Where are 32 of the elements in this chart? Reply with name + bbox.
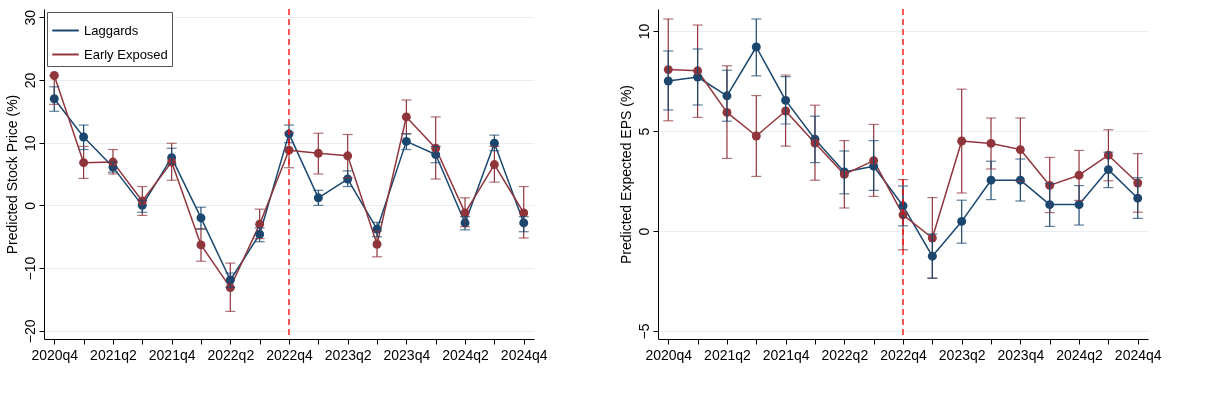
x-tick-label: 2021q2 bbox=[90, 346, 138, 363]
x-tick-label: 2022q2 bbox=[821, 346, 869, 363]
x-tick-label: 2023q2 bbox=[324, 346, 372, 363]
y-tick-label: −10 bbox=[21, 256, 38, 281]
x-tick-label: 2022q4 bbox=[266, 346, 314, 363]
x-tick-label: 2020q4 bbox=[645, 346, 693, 363]
x-tick-label: 2024q4 bbox=[500, 346, 548, 363]
y-tick-label: −5 bbox=[635, 323, 652, 340]
y-tick-label: 10 bbox=[635, 23, 652, 40]
y-tick-label: 20 bbox=[21, 72, 38, 89]
y-tick-label: 10 bbox=[21, 135, 38, 151]
y-tick-label: 5 bbox=[635, 127, 652, 136]
y-tick-label: 0 bbox=[21, 201, 38, 210]
x-tick-label: 2022q4 bbox=[880, 346, 928, 363]
legend-label: Early Exposed bbox=[84, 46, 168, 62]
x-tick-label: 2021q4 bbox=[762, 346, 810, 363]
x-tick-label: 2024q4 bbox=[1114, 346, 1162, 363]
x-tick-label: 2021q4 bbox=[148, 346, 196, 363]
x-tick-label: 2023q4 bbox=[383, 346, 431, 363]
y-axis-title: Predicted Expected EPS (%) bbox=[617, 85, 634, 264]
y-tick-label: 30 bbox=[21, 9, 38, 26]
x-tick-label: 2024q2 bbox=[1056, 346, 1104, 363]
y-tick-label: −20 bbox=[21, 319, 38, 344]
x-tick-label: 2022q2 bbox=[207, 346, 255, 363]
x-tick-label: 2021q2 bbox=[704, 346, 752, 363]
y-axis-title: Predicted Stock Price (%) bbox=[3, 94, 20, 255]
x-tick-label: 2023q2 bbox=[938, 346, 986, 363]
x-tick-label: 2024q2 bbox=[442, 346, 490, 363]
x-tick-label: 2020q4 bbox=[31, 346, 79, 363]
y-tick-label: 0 bbox=[635, 227, 652, 236]
legend-label: Laggards bbox=[84, 22, 139, 38]
x-tick-label: 2023q4 bbox=[997, 346, 1045, 363]
